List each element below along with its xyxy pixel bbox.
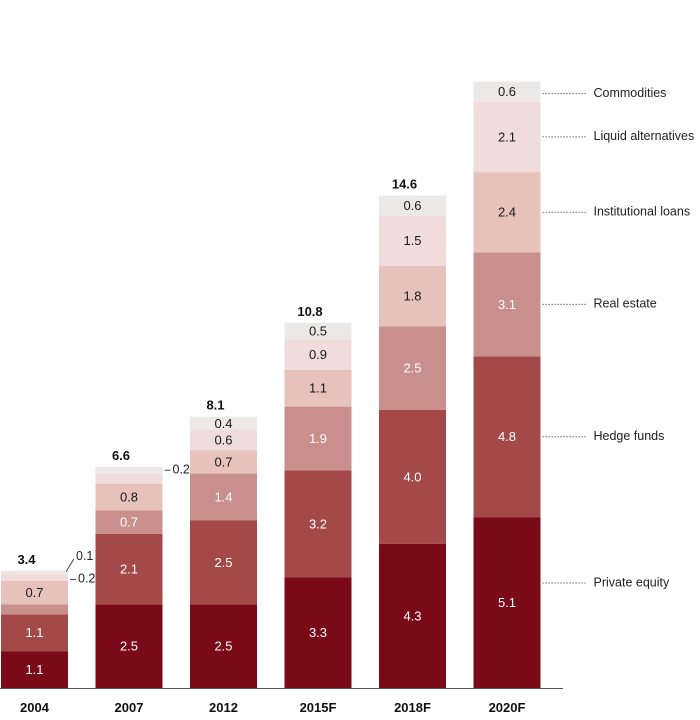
bar-segment-hedge-funds bbox=[473, 356, 541, 518]
segment-label: 1.9 bbox=[309, 431, 327, 446]
bar-segment-liquid-alternatives bbox=[284, 339, 352, 370]
segment-label: 2.5 bbox=[120, 639, 138, 654]
legend-label-institutional-loans: Institutional loans bbox=[594, 205, 691, 219]
legend-label-hedge-funds: Hedge funds bbox=[594, 429, 665, 443]
total-label: 10.8 bbox=[297, 304, 322, 319]
bar-2004: 1.1 1.1 0.7 3.4 2004 bbox=[1, 552, 68, 715]
bar-segment-private-equity bbox=[284, 577, 352, 688]
segment-label: 0.6 bbox=[214, 433, 232, 448]
x-axis-tick-label: 2020F bbox=[489, 700, 526, 715]
segment-label: 0.6 bbox=[498, 84, 516, 99]
bar-segment-commodities bbox=[1, 570, 68, 575]
segment-label: 2.4 bbox=[498, 205, 516, 220]
bar-segment-liquid-alternatives bbox=[1, 574, 68, 581]
x-axis-tick-label: 2012 bbox=[209, 700, 238, 715]
bar-segment-real-estate bbox=[284, 406, 352, 471]
bar-segment-institutional-loans bbox=[379, 265, 446, 327]
bar-segment-liquid-alternatives bbox=[379, 215, 446, 266]
bar-segment-liquid-alternatives bbox=[190, 430, 257, 451]
bar-2007: 2.5 2.1 0.7 0.8 6.6 2007 bbox=[95, 448, 163, 715]
x-axis-tick-label: 2015F bbox=[300, 700, 337, 715]
segment-label: 3.3 bbox=[309, 625, 327, 640]
total-label: 8.1 bbox=[206, 398, 224, 413]
bar-segment-institutional-loans bbox=[284, 369, 352, 407]
segment-label: 4.0 bbox=[403, 469, 421, 484]
bar-2018F: 4.3 4.0 2.5 1.8 1.5 0.6 14.6 2018F bbox=[379, 177, 446, 715]
segment-label: 0.9 bbox=[309, 347, 327, 362]
legend-label-liquid-alternatives: Liquid alternatives bbox=[594, 129, 695, 143]
segment-label: 2.5 bbox=[403, 361, 421, 376]
segment-label: 1.8 bbox=[403, 288, 421, 303]
segment-label: 0.7 bbox=[214, 454, 232, 469]
segment-label: 1.5 bbox=[403, 233, 421, 248]
bar-segment-institutional-loans bbox=[473, 172, 541, 253]
bar-segment-real-estate bbox=[190, 473, 257, 521]
legend-label-commodities: Commodities bbox=[594, 86, 667, 100]
bar-segment-private-equity bbox=[1, 651, 68, 688]
bar-segment-real-estate bbox=[473, 252, 541, 357]
segment-label: 0.8 bbox=[120, 489, 138, 504]
bar-segment-hedge-funds bbox=[379, 409, 446, 544]
bar-2012: 2.5 2.5 1.4 0.7 0.6 0.4 8.1 2012 bbox=[190, 398, 257, 715]
segment-label: 1.1 bbox=[25, 662, 43, 677]
bar-segment-real-estate bbox=[1, 604, 68, 615]
bar-segment-real-estate bbox=[95, 510, 163, 534]
total-label: 3.4 bbox=[17, 552, 36, 567]
bar-segment-commodities bbox=[190, 416, 257, 431]
bar-segment-hedge-funds bbox=[1, 614, 68, 652]
bar-segment-hedge-funds bbox=[190, 520, 257, 605]
segment-label: 1.1 bbox=[25, 625, 43, 640]
bar-2015F: 3.3 3.2 1.9 1.1 0.9 0.5 10.8 2015F bbox=[284, 304, 352, 715]
bar-segment-hedge-funds bbox=[284, 470, 352, 578]
segment-label: 0.4 bbox=[214, 416, 232, 431]
segment-label: 1.1 bbox=[309, 381, 327, 396]
segment-label: 3.1 bbox=[498, 297, 516, 312]
bar-segment-commodities bbox=[95, 466, 163, 474]
bar-segment-institutional-loans bbox=[1, 580, 68, 605]
segment-callout-label: 0.2 bbox=[78, 572, 95, 586]
total-label: 14.6 bbox=[392, 177, 417, 192]
segment-label: 0.7 bbox=[120, 515, 138, 530]
bar-segment-real-estate bbox=[379, 326, 446, 410]
segment-label: 2.5 bbox=[214, 555, 232, 570]
bar-segment-institutional-loans bbox=[95, 483, 163, 511]
segment-callout-label: 0.2 bbox=[173, 463, 190, 477]
callout-leader bbox=[65, 558, 75, 573]
segment-label: 3.2 bbox=[309, 516, 327, 531]
segment-label: 0.7 bbox=[25, 585, 43, 600]
segment-label: 1.4 bbox=[214, 489, 232, 504]
bar-segment-hedge-funds bbox=[95, 533, 163, 605]
bar-segment-private-equity bbox=[190, 604, 257, 688]
segment-callout-label: 0.1 bbox=[76, 549, 93, 563]
x-axis-tick-label: 2004 bbox=[20, 700, 50, 715]
bar-segment-private-equity bbox=[473, 517, 541, 688]
x-axis-tick-label: 2018F bbox=[394, 700, 431, 715]
bar-2020F: 5.1 4.8 3.1 2.4 2.1 0.6 2020F bbox=[473, 81, 541, 715]
x-axis-tick-label: 2007 bbox=[115, 700, 144, 715]
segment-label: 2.1 bbox=[120, 562, 138, 577]
segment-label: 2.5 bbox=[214, 639, 232, 654]
bar-segment-commodities bbox=[473, 81, 541, 102]
bar-segment-private-equity bbox=[95, 604, 163, 688]
segment-label: 4.3 bbox=[403, 608, 421, 623]
segment-label: 0.6 bbox=[403, 198, 421, 213]
bar-segment-private-equity bbox=[379, 543, 446, 688]
segment-label: 4.8 bbox=[498, 429, 516, 444]
legend-label-private-equity: Private equity bbox=[594, 575, 670, 589]
bar-segment-liquid-alternatives bbox=[473, 101, 541, 173]
bar-segment-commodities bbox=[379, 195, 446, 216]
legend-label-real-estate: Real estate bbox=[594, 297, 657, 311]
bar-segment-liquid-alternatives bbox=[95, 473, 163, 484]
bar-segment-commodities bbox=[284, 322, 352, 340]
segment-label: 2.1 bbox=[498, 129, 516, 144]
segment-label: 5.1 bbox=[498, 595, 516, 610]
bar-segment-institutional-loans bbox=[190, 450, 257, 474]
total-label: 6.6 bbox=[112, 448, 130, 463]
segment-label: 0.5 bbox=[309, 324, 327, 339]
